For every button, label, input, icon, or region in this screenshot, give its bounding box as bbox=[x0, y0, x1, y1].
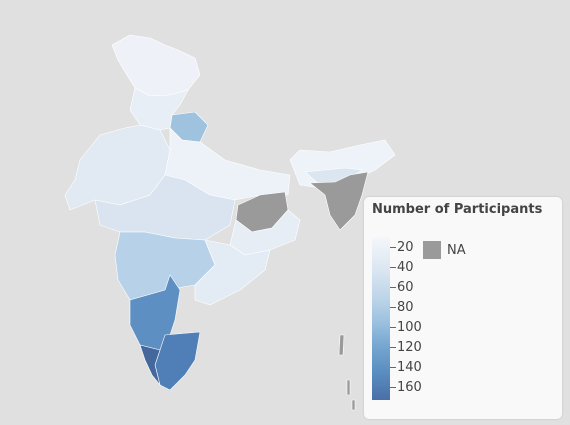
region-north bbox=[111, 34, 201, 97]
legend-tick bbox=[390, 307, 396, 308]
legend: Number of Participants 20 40 60 80 100 1… bbox=[364, 197, 562, 419]
legend-tick-label: 160 bbox=[397, 380, 422, 395]
legend-tick-label: 40 bbox=[397, 260, 414, 275]
legend-tick-label: 20 bbox=[397, 240, 414, 255]
legend-tick bbox=[390, 387, 396, 388]
legend-title: Number of Participants bbox=[372, 202, 543, 217]
region-na-northeast bbox=[309, 171, 369, 231]
legend-tick bbox=[390, 287, 396, 288]
region-southeast bbox=[194, 239, 271, 306]
legend-tick-label: 100 bbox=[397, 320, 422, 335]
legend-tick-label: 120 bbox=[397, 340, 422, 355]
legend-tick-label: 140 bbox=[397, 360, 422, 375]
legend-tick bbox=[390, 267, 396, 268]
legend-na-label: NA bbox=[447, 243, 466, 258]
legend-colorbar bbox=[372, 237, 390, 400]
region-north-plains bbox=[129, 87, 189, 131]
legend-tick bbox=[390, 367, 396, 368]
legend-tick bbox=[390, 247, 396, 248]
region-kerala bbox=[139, 344, 161, 386]
legend-na-swatch bbox=[423, 241, 441, 259]
legend-tick bbox=[390, 327, 396, 328]
region-islands bbox=[338, 334, 356, 411]
legend-tick-label: 80 bbox=[397, 300, 414, 315]
legend-tick-label: 60 bbox=[397, 280, 414, 295]
region-south bbox=[129, 274, 181, 351]
legend-tick bbox=[390, 347, 396, 348]
